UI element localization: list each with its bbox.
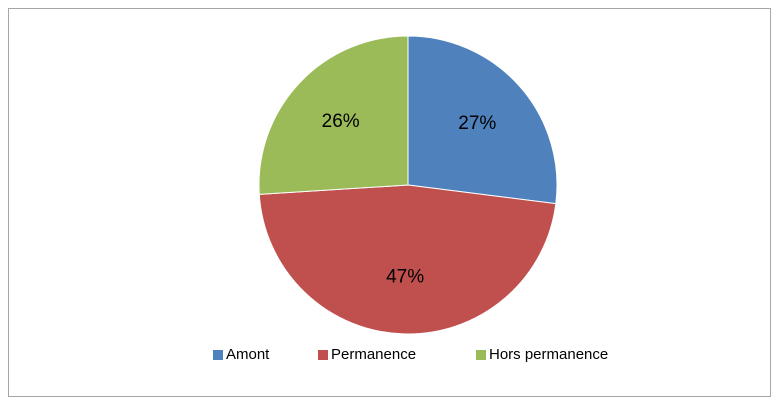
legend-swatch: [318, 350, 328, 360]
value-label: 27%: [458, 113, 496, 134]
legend-swatch: [213, 350, 223, 360]
value-label: 26%: [322, 111, 360, 132]
value-label: 47%: [386, 266, 424, 287]
legend-label: Permanence: [331, 346, 416, 363]
pie-slice: [407, 35, 558, 205]
legend-label: Amont: [226, 346, 270, 363]
pie-slice: [258, 35, 409, 195]
legend-label: Hors permanence: [489, 346, 608, 363]
legend-swatch: [476, 350, 486, 360]
pie-slice: [258, 184, 557, 335]
